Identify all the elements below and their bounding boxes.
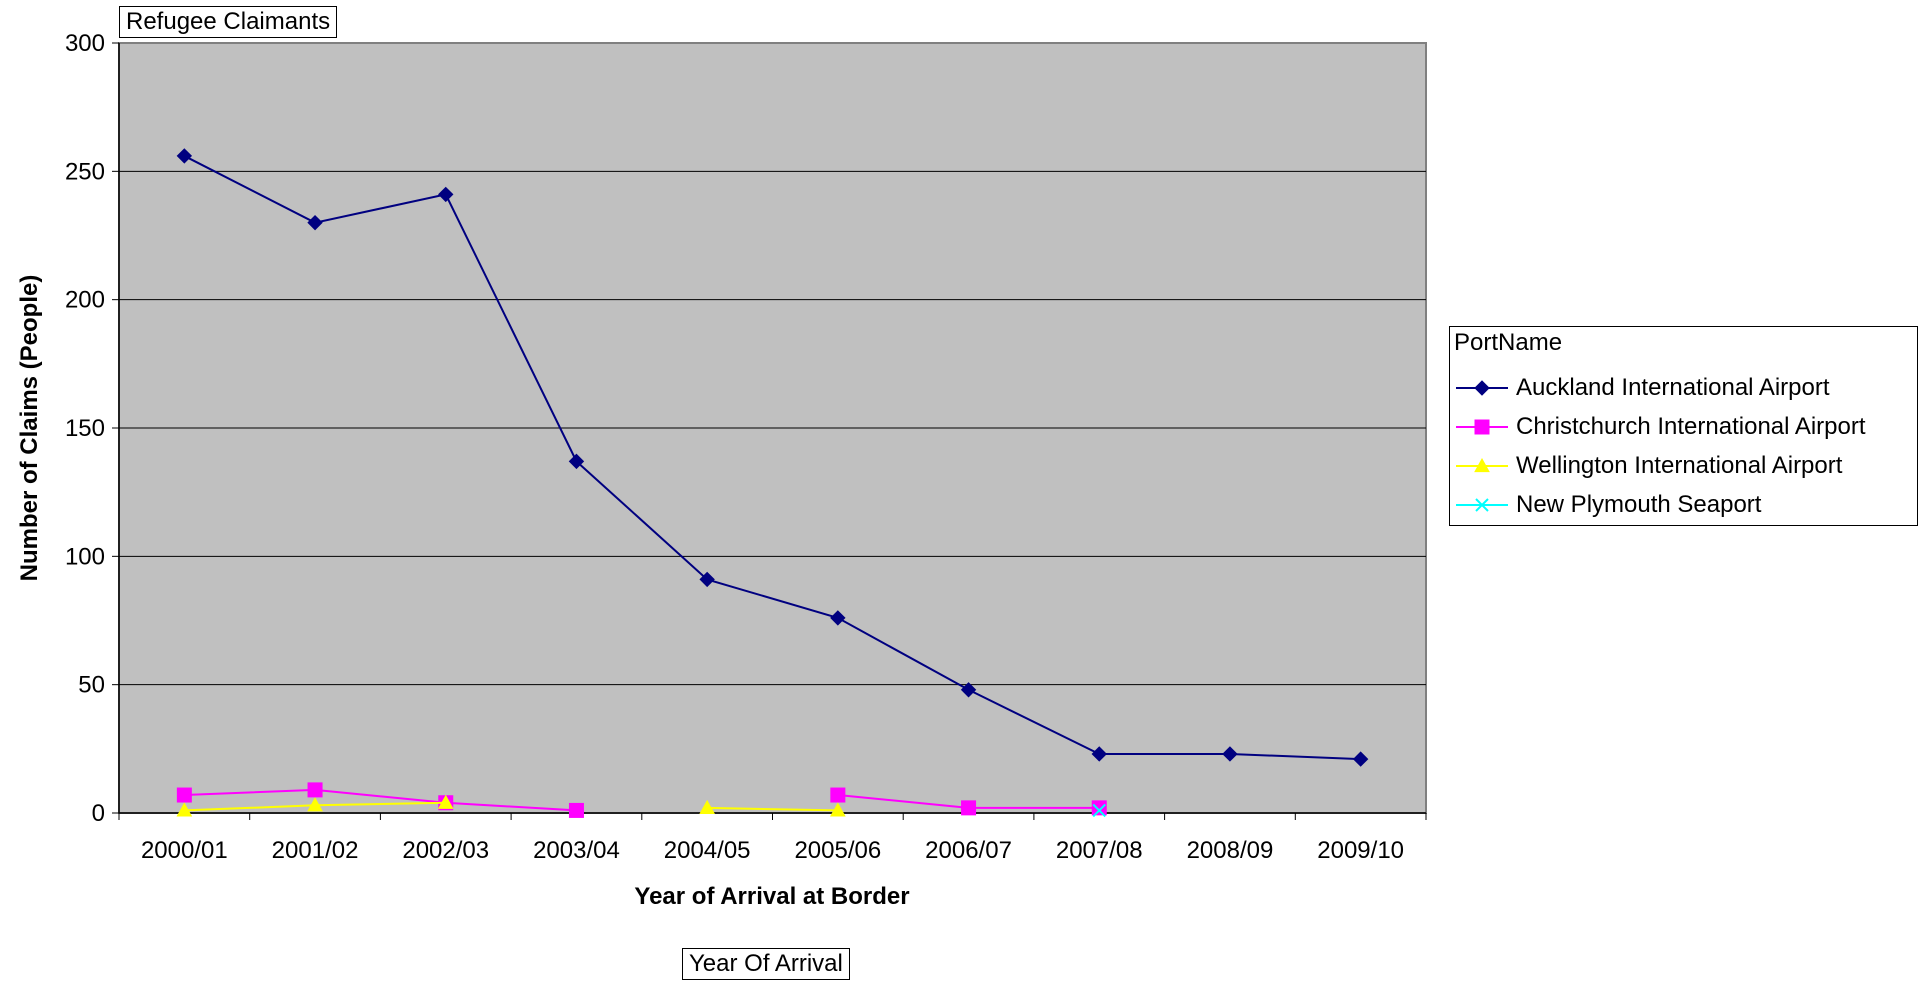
y-tick-label: 300: [65, 30, 105, 57]
x-tick-label: 2007/08: [1056, 837, 1143, 864]
x-tick-label: 2005/06: [794, 837, 881, 864]
x-tick-label: 2004/05: [664, 837, 751, 864]
legend: [1449, 326, 1918, 526]
y-tick-label: 250: [65, 158, 105, 185]
data-point: [437, 794, 454, 809]
series-0: [176, 148, 1369, 767]
gridlines: [119, 170, 1426, 686]
series-group: [176, 148, 1369, 818]
legend-label: New Plymouth Seaport: [1516, 491, 1762, 518]
data-point: [830, 802, 846, 817]
x-tick-label: 2009/10: [1317, 837, 1404, 864]
data-point: [699, 799, 715, 814]
data-point: [1091, 746, 1107, 762]
legend-swatch: [1456, 380, 1508, 396]
data-point: [1352, 751, 1369, 767]
legend-entry: Auckland International Airport: [1454, 372, 1914, 404]
x-tick-label: 2003/04: [533, 837, 620, 864]
data-point: [307, 797, 323, 812]
x-tick-label: 2001/02: [272, 837, 359, 864]
data-point: [960, 682, 977, 698]
data-point: [1091, 800, 1107, 816]
legend-entry: Christchurch International Airport: [1454, 411, 1914, 443]
data-point: [568, 802, 584, 818]
data-point: [176, 787, 192, 803]
legend-entry: New Plymouth Seaport: [1454, 489, 1914, 521]
legend-swatch: [1456, 498, 1508, 512]
x-tick-label: 2008/09: [1187, 837, 1274, 864]
legend-swatch: [1456, 419, 1508, 435]
y-tick-label: 150: [65, 415, 105, 442]
legend-label: Auckland International Airport: [1516, 374, 1830, 401]
series-3: [1092, 803, 1106, 818]
y-axis-title: Number of Claims (People): [16, 275, 43, 582]
data-point: [176, 148, 193, 164]
x-tick-label: 2006/07: [925, 837, 1012, 864]
data-point: [568, 453, 585, 470]
data-point: [307, 214, 323, 231]
y-tick-label: 200: [65, 287, 105, 314]
data-point: [438, 186, 454, 203]
data-point: [699, 571, 715, 588]
series-line: [183, 155, 1361, 761]
data-point: [1092, 803, 1106, 818]
legend-swatch: [1456, 457, 1508, 473]
series-line: [184, 788, 577, 812]
axes: 0 50 100 150 200 250 300 2000/01 2001/02 2002/03 2…: [65, 30, 1427, 864]
legend-label: Wellington International Airport: [1516, 452, 1843, 479]
data-point: [307, 782, 323, 798]
footer-field-button[interactable]: Year Of Arrival: [682, 948, 850, 980]
data-point: [1222, 746, 1238, 762]
x-tick-label: 2000/01: [141, 837, 228, 864]
x-tick-label: 2002/03: [402, 837, 489, 864]
y-tick-label: 50: [78, 672, 105, 699]
series-2: [176, 794, 846, 817]
legend-title: PortName: [1454, 329, 1563, 356]
data-point: [830, 787, 846, 803]
data-point: [176, 802, 193, 817]
series-1: [176, 782, 1107, 818]
data-point: [961, 800, 977, 816]
legend-label: Christchurch International Airport: [1516, 413, 1866, 440]
series-line: [707, 806, 838, 812]
legend-entry: Wellington International Airport: [1454, 450, 1914, 482]
data-point: [830, 610, 846, 626]
y-tick-label: 0: [92, 800, 105, 827]
x-axis-title: Year of Arrival at Border: [634, 883, 909, 910]
y-tick-label: 100: [65, 543, 105, 570]
chart-title: Refugee Claimants: [119, 6, 338, 38]
